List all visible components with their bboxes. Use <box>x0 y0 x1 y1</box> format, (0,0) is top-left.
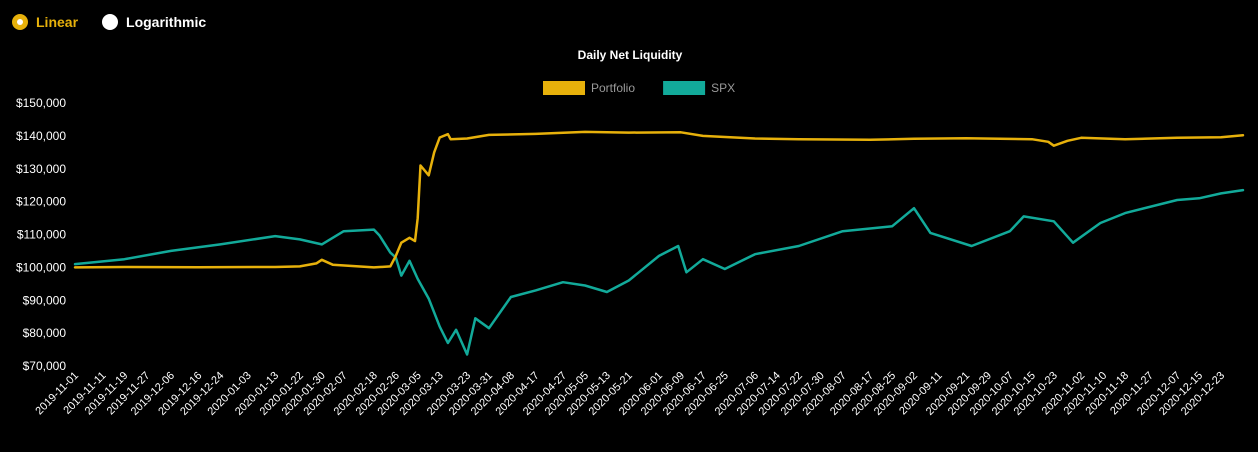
radio-unselected-icon <box>102 14 119 30</box>
logarithmic-label: Logarithmic <box>126 14 207 30</box>
chart-title: Daily Net Liquidity <box>578 48 683 62</box>
y-tick-label: $150,000 <box>16 96 66 110</box>
series-line-portfolio <box>73 130 1245 269</box>
radio-selected-icon <box>12 14 28 30</box>
y-tick-label: $140,000 <box>16 129 66 143</box>
legend-swatch-spx[interactable] <box>663 81 706 95</box>
logarithmic-radio[interactable]: Logarithmic <box>102 14 206 30</box>
x-axis: 2019-11-012019-11-112019-11-192019-11-27… <box>33 370 1227 418</box>
y-tick-label: $100,000 <box>16 260 66 274</box>
y-tick-label: $110,000 <box>17 228 66 242</box>
series-line-spx <box>73 188 1245 356</box>
legend-swatch-portfolio[interactable] <box>543 81 585 95</box>
y-tick-label: $120,000 <box>16 195 66 209</box>
y-axis: $70,000 $80,000 $90,000 $100,000 $110,000 $12… <box>16 96 66 373</box>
y-tick-label: $70,000 <box>23 359 67 373</box>
legend-label-portfolio[interactable]: Portfolio <box>591 81 635 95</box>
legend-label-spx[interactable]: SPX <box>711 81 735 95</box>
scale-toggle: Linear Logarithmic <box>12 14 206 30</box>
y-tick-label: $90,000 <box>23 293 67 307</box>
y-tick-label: $80,000 <box>23 326 67 340</box>
plot-area <box>73 130 1245 356</box>
y-tick-label: $130,000 <box>16 162 66 176</box>
linear-label: Linear <box>36 14 79 30</box>
chart-legend: Portfolio SPX <box>543 81 735 95</box>
linear-radio[interactable]: Linear <box>12 14 78 30</box>
